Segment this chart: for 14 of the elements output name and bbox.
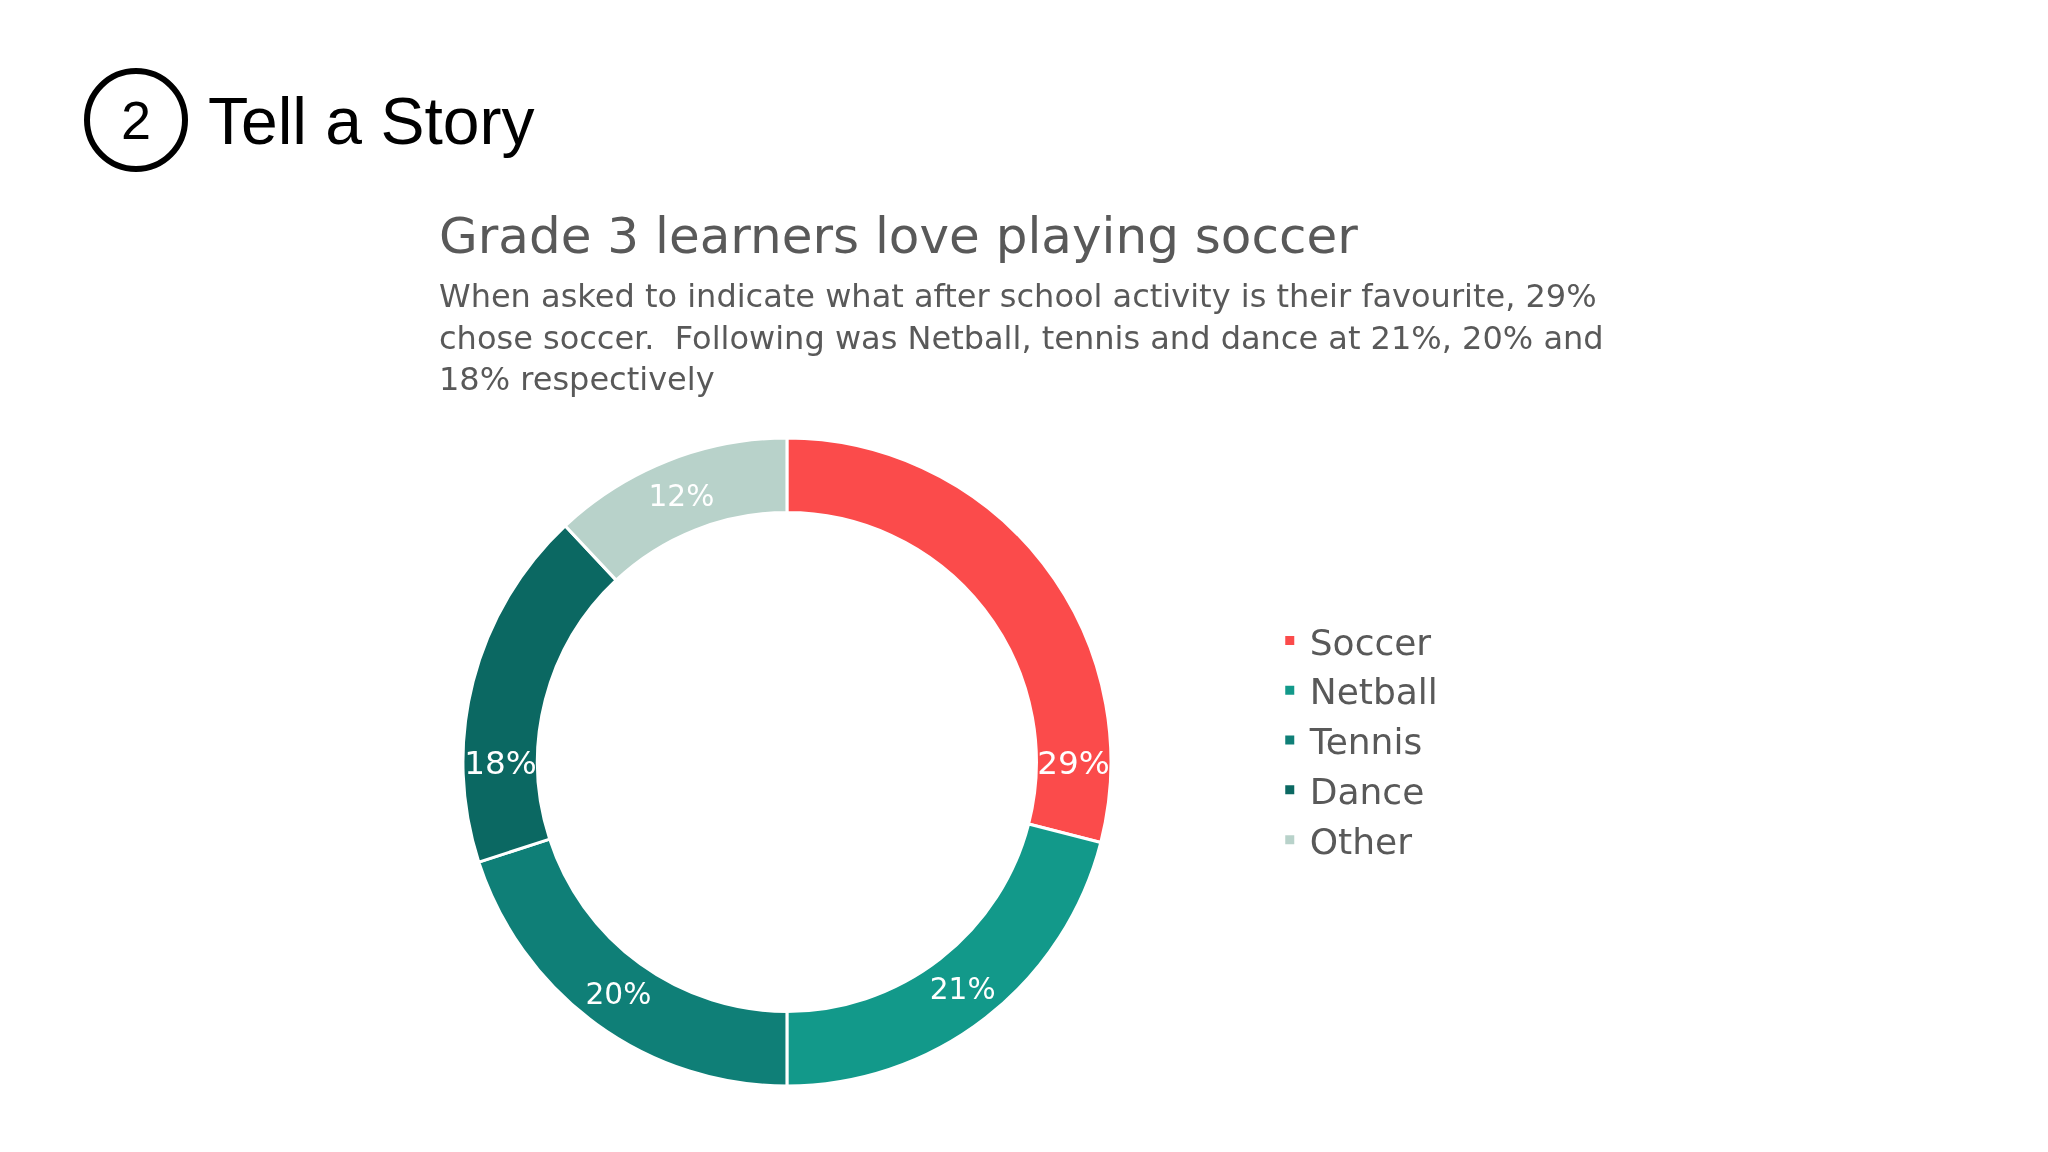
legend-label: Soccer xyxy=(1309,621,1432,663)
data-label: 18% xyxy=(464,743,537,782)
text: 2 xyxy=(121,90,152,150)
data-label: 21% xyxy=(929,971,996,1007)
data-label: 12% xyxy=(648,477,715,513)
legend-label: Netball xyxy=(1309,671,1438,713)
chart-subtitle: When asked to indicate what after school activity is their favourite, 29% chose soccer. Following was Netball, tennis and dance at 21%, 20% and 18% respectively xyxy=(439,277,1604,399)
text: Tell a Story xyxy=(208,84,535,158)
legend-label: Dance xyxy=(1309,770,1425,812)
legend-label: Other xyxy=(1309,820,1413,862)
legend-label: Tennis xyxy=(1308,721,1423,763)
chart-title: Grade 3 learners love playing soccer xyxy=(439,207,1359,265)
data-label: 20% xyxy=(585,976,652,1012)
data-label: 29% xyxy=(1037,743,1110,782)
